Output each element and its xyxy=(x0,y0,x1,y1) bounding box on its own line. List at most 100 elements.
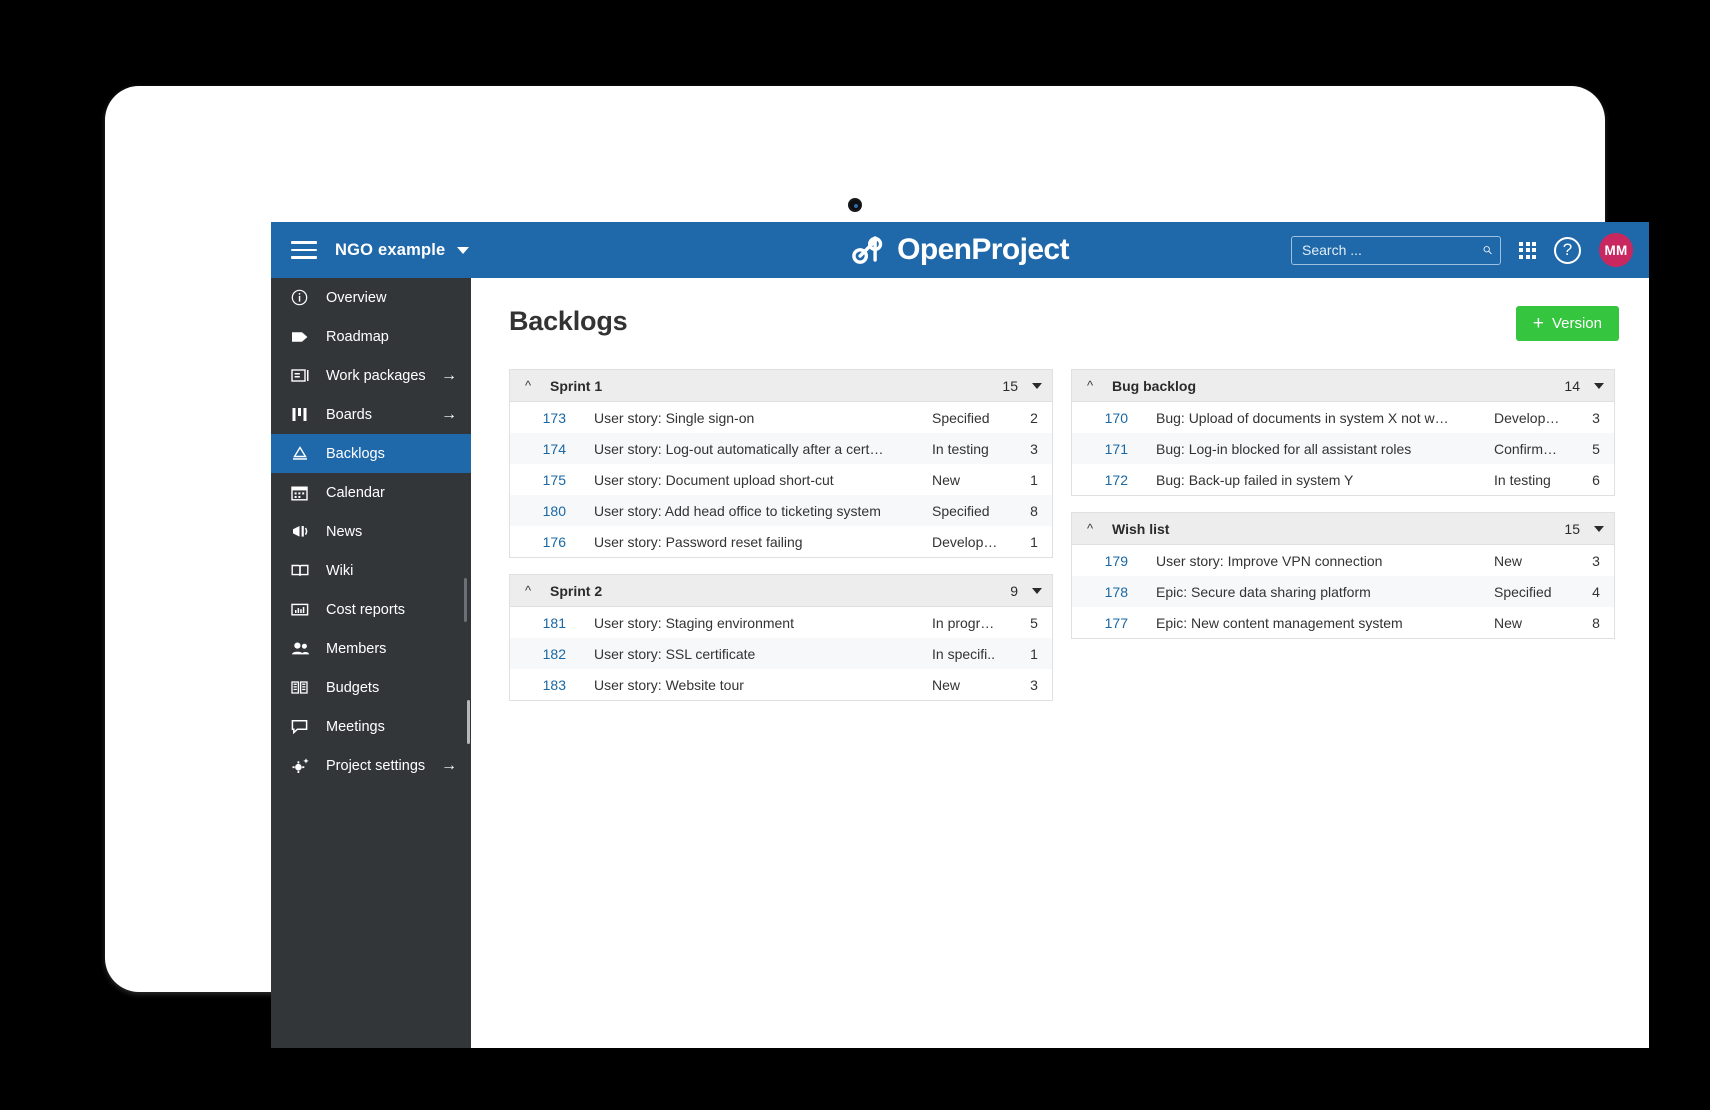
row-subject: User story: Add head office to ticketing… xyxy=(594,502,881,519)
row-id[interactable]: 170 xyxy=(1104,409,1128,426)
tablet-bezel: NGO example OpenProject xyxy=(105,86,1649,1048)
row-id[interactable]: 177 xyxy=(1104,614,1128,631)
add-version-button[interactable]: + Version xyxy=(1515,306,1619,341)
backlog-header[interactable]: ^ Bug backlog 14 xyxy=(1072,370,1614,402)
row-status: New xyxy=(932,471,961,488)
sidebar-item-wiki[interactable]: Wiki xyxy=(271,551,471,590)
row-id[interactable]: 176 xyxy=(542,533,566,550)
row-subject: User story: Document upload short-cut xyxy=(594,471,834,488)
sidebar-item-label: Overview xyxy=(326,289,387,306)
chevron-up-icon[interactable]: ^ xyxy=(1086,378,1094,393)
chevron-up-icon[interactable]: ^ xyxy=(524,378,532,393)
grid-apps-icon[interactable] xyxy=(1519,241,1536,259)
row-id[interactable]: 173 xyxy=(542,409,566,426)
row-id[interactable]: 179 xyxy=(1104,552,1128,569)
chevron-up-icon[interactable]: ^ xyxy=(524,583,532,598)
avatar[interactable]: MM xyxy=(1599,233,1633,267)
row-subject: Bug: Back-up failed in system Y xyxy=(1156,471,1354,488)
caret-down-icon[interactable] xyxy=(1594,382,1604,389)
backlog-column-right: ^ Bug backlog 14 170 Bug: Upload of docu… xyxy=(1071,369,1615,717)
sidebar-item-label: Roadmap xyxy=(326,328,389,345)
backlog-header[interactable]: ^ Sprint 1 15 xyxy=(510,370,1052,402)
row-story-points: 5 xyxy=(1592,440,1600,457)
table-row[interactable]: 179 User story: Improve VPN connection N… xyxy=(1072,545,1614,576)
sidebar-scrollbar[interactable] xyxy=(464,578,467,622)
search-input[interactable] xyxy=(1302,242,1483,258)
caret-down-icon[interactable] xyxy=(1594,525,1604,532)
sidebar-item-overview[interactable]: Overview xyxy=(271,278,471,317)
row-id[interactable]: 181 xyxy=(542,614,566,631)
sidebar-item-label: Backlogs xyxy=(326,445,385,462)
row-id[interactable]: 174 xyxy=(542,440,566,457)
openproject-logo-text: OpenProject xyxy=(897,233,1069,266)
table-row[interactable]: 170 Bug: Upload of documents in system X… xyxy=(1072,402,1614,433)
row-status: In testing xyxy=(1494,471,1551,488)
browser-screen: NGO example OpenProject xyxy=(271,222,1649,1048)
openproject-logo[interactable]: OpenProject xyxy=(851,233,1069,267)
sidebar-item-roadmap[interactable]: Roadmap xyxy=(271,317,471,356)
sidebar-item-backlogs[interactable]: Backlogs xyxy=(271,434,471,473)
sidebar-item-boards[interactable]: Boards → xyxy=(271,395,471,434)
book-icon xyxy=(291,563,313,578)
table-row[interactable]: 174 User story: Log-out automatically af… xyxy=(510,433,1052,464)
table-row[interactable]: 183 User story: Website tour New 3 xyxy=(510,669,1052,700)
backlog-column-left: ^ Sprint 1 15 173 User story: Single sig… xyxy=(509,369,1053,717)
project-dropdown-caret-icon[interactable] xyxy=(457,246,470,254)
budgets-icon xyxy=(291,680,313,695)
row-id[interactable]: 172 xyxy=(1104,471,1128,488)
sidebar-item-cost-reports[interactable]: Cost reports xyxy=(271,590,471,629)
row-subject: User story: Staging environment xyxy=(594,614,794,631)
chevron-up-icon[interactable]: ^ xyxy=(1086,521,1094,536)
backlog-title: Sprint 1 xyxy=(550,377,603,394)
content-scrollbar[interactable] xyxy=(467,700,470,744)
backlog-sprint-2: ^ Sprint 2 9 181 User story: Staging env… xyxy=(509,574,1053,701)
table-row[interactable]: 175 User story: Document upload short-cu… xyxy=(510,464,1052,495)
table-row[interactable]: 172 Bug: Back-up failed in system Y In t… xyxy=(1072,464,1614,495)
backlog-columns: ^ Sprint 1 15 173 User story: Single sig… xyxy=(509,369,1619,717)
table-row[interactable]: 176 User story: Password reset failing D… xyxy=(510,526,1052,557)
sidebar-item-work-packages[interactable]: Work packages → xyxy=(271,356,471,395)
help-question-icon[interactable]: ? xyxy=(1554,236,1581,264)
row-id[interactable]: 183 xyxy=(542,676,566,693)
row-status: Specified xyxy=(1494,583,1552,600)
table-row[interactable]: 182 User story: SSL certificate In speci… xyxy=(510,638,1052,669)
sidebar-item-calendar[interactable]: Calendar xyxy=(271,473,471,512)
table-row[interactable]: 171 Bug: Log-in blocked for all assistan… xyxy=(1072,433,1614,464)
row-id[interactable]: 175 xyxy=(542,471,566,488)
row-story-points: 3 xyxy=(1592,409,1600,426)
project-name-label[interactable]: NGO example xyxy=(335,240,446,259)
sidebar-item-arrow-icon: → xyxy=(441,366,457,384)
openproject-mark-icon xyxy=(852,236,883,264)
sidebar-item-project-settings[interactable]: Project settings → xyxy=(271,746,471,785)
main-content: Backlogs + Version ^ Sprint 1 15 xyxy=(471,278,1649,1048)
row-id[interactable]: 178 xyxy=(1104,583,1128,600)
row-status: In specifi.. xyxy=(932,645,996,662)
row-story-points: 3 xyxy=(1030,676,1038,693)
sidebar-item-budgets[interactable]: Budgets xyxy=(271,668,471,707)
row-id[interactable]: 171 xyxy=(1104,440,1128,457)
search-icon[interactable] xyxy=(1483,242,1492,258)
table-row[interactable]: 180 User story: Add head office to ticke… xyxy=(510,495,1052,526)
row-status: Specified xyxy=(932,409,990,426)
sidebar-item-news[interactable]: News xyxy=(271,512,471,551)
hamburger-menu-icon[interactable] xyxy=(291,241,317,259)
row-status: Confirm… xyxy=(1494,440,1558,457)
work-package-icon xyxy=(291,368,313,383)
sidebar-item-meetings[interactable]: Meetings xyxy=(271,707,471,746)
row-status: Develop… xyxy=(1494,409,1560,426)
table-row[interactable]: 181 User story: Staging environment In p… xyxy=(510,607,1052,638)
backlog-header[interactable]: ^ Wish list 15 xyxy=(1072,513,1614,545)
row-id[interactable]: 182 xyxy=(542,645,566,662)
caret-down-icon[interactable] xyxy=(1032,587,1042,594)
table-row[interactable]: 173 User story: Single sign-on Specified… xyxy=(510,402,1052,433)
sidebar-item-members[interactable]: Members xyxy=(271,629,471,668)
plus-icon: + xyxy=(1532,313,1544,334)
caret-down-icon[interactable] xyxy=(1032,382,1042,389)
row-id[interactable]: 180 xyxy=(542,502,566,519)
global-search[interactable] xyxy=(1291,235,1501,265)
table-row[interactable]: 178 Epic: Secure data sharing platform S… xyxy=(1072,576,1614,607)
backlog-header[interactable]: ^ Sprint 2 9 xyxy=(510,575,1052,607)
table-row[interactable]: 177 Epic: New content management system … xyxy=(1072,607,1614,638)
row-status: Specified xyxy=(932,502,990,519)
row-status: New xyxy=(1494,614,1523,631)
